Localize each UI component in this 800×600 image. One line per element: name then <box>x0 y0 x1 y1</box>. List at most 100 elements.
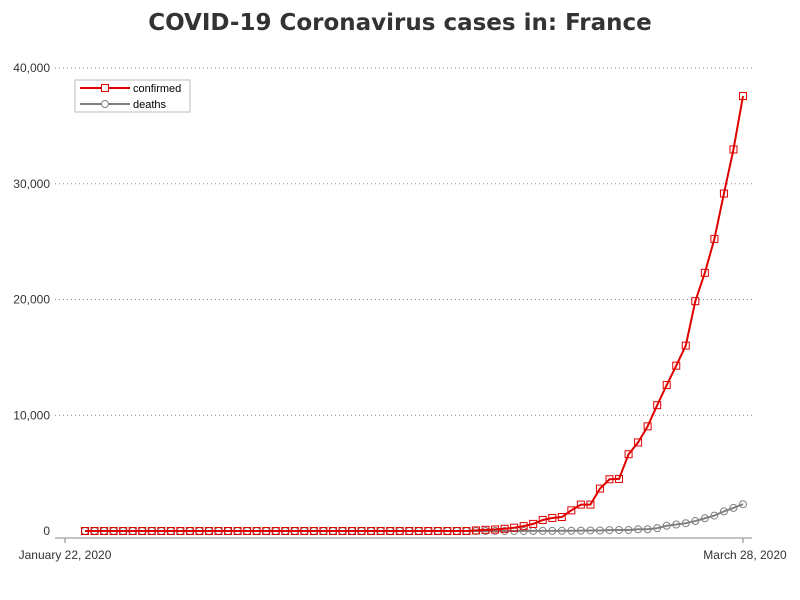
data-point-confirmed <box>548 513 557 522</box>
chart-title: COVID-19 Coronavirus cases in: France <box>148 10 652 36</box>
data-point-confirmed <box>567 506 576 515</box>
data-point-deaths <box>691 517 700 526</box>
data-point-deaths <box>681 519 690 528</box>
data-point-confirmed <box>309 527 318 535</box>
data-point-deaths <box>548 526 557 535</box>
data-point-confirmed <box>195 527 204 535</box>
data-point-confirmed <box>157 527 166 535</box>
series-confirmed <box>81 92 747 535</box>
data-point-deaths <box>567 526 576 535</box>
data-point-confirmed <box>557 513 566 522</box>
data-point-confirmed <box>491 525 500 534</box>
x-tick-label: March 28, 2020 <box>703 548 787 562</box>
data-point-confirmed <box>700 268 709 277</box>
data-point-confirmed <box>386 527 395 535</box>
data-point-confirmed <box>338 527 347 535</box>
data-point-confirmed <box>691 297 700 306</box>
data-point-deaths <box>634 525 643 534</box>
data-point-confirmed <box>233 527 242 535</box>
data-point-confirmed <box>538 516 547 525</box>
series-deaths <box>81 500 747 535</box>
data-point-deaths <box>672 520 681 529</box>
data-point-confirmed <box>328 527 337 535</box>
grid-layer <box>55 67 752 416</box>
data-point-deaths <box>557 526 566 535</box>
axis-layer: 0 10,000 20,000 30,000 40,000 January 22, 202… <box>13 61 787 562</box>
data-point-confirmed <box>414 527 423 535</box>
series-line-confirmed <box>85 95 744 532</box>
y-tick-label: 40,000 <box>13 61 50 75</box>
data-point-deaths <box>595 526 604 535</box>
data-point-confirmed <box>319 527 328 535</box>
data-point-deaths <box>624 525 633 534</box>
data-point-confirmed <box>424 527 433 535</box>
y-tick-label: 30,000 <box>13 177 50 191</box>
legend-box <box>74 79 191 113</box>
data-point-deaths <box>662 521 671 530</box>
data-point-confirmed <box>653 401 662 410</box>
data-point-confirmed <box>357 527 366 535</box>
data-point-confirmed <box>252 527 261 535</box>
data-point-confirmed <box>576 500 585 509</box>
y-tick-label: 20,000 <box>13 293 50 307</box>
data-point-deaths <box>586 526 595 535</box>
data-point-confirmed <box>519 522 528 531</box>
data-point-confirmed <box>224 527 233 535</box>
data-point-confirmed <box>681 341 690 350</box>
data-point-deaths <box>605 526 614 535</box>
data-point-deaths <box>538 526 547 535</box>
data-point-confirmed <box>433 527 442 535</box>
data-point-confirmed <box>443 527 452 535</box>
data-point-confirmed <box>81 527 89 535</box>
data-point-confirmed <box>500 524 509 533</box>
data-point-confirmed <box>271 527 280 535</box>
data-point-confirmed <box>138 527 147 535</box>
data-point-confirmed <box>109 527 118 535</box>
data-point-deaths <box>643 525 652 534</box>
data-point-confirmed <box>624 450 633 459</box>
data-point-confirmed <box>395 527 404 535</box>
data-point-confirmed <box>615 474 624 483</box>
data-point-deaths <box>519 526 528 535</box>
data-point-deaths <box>710 511 719 520</box>
data-point-deaths <box>700 514 709 523</box>
data-point-confirmed <box>586 500 595 509</box>
data-point-confirmed <box>605 475 614 484</box>
data-point-confirmed <box>176 527 185 535</box>
data-point-confirmed <box>662 381 671 390</box>
data-point-confirmed <box>100 527 109 535</box>
data-point-confirmed <box>147 527 156 535</box>
data-point-confirmed <box>119 527 128 535</box>
data-point-confirmed <box>452 527 461 535</box>
data-point-confirmed <box>128 527 137 535</box>
legend: confirmed deaths <box>74 79 191 113</box>
data-point-confirmed <box>481 525 490 534</box>
series-layer <box>81 92 747 535</box>
data-point-deaths <box>615 525 624 534</box>
data-point-confirmed <box>300 527 309 535</box>
data-point-confirmed <box>739 92 747 101</box>
data-point-confirmed <box>471 526 480 535</box>
data-point-deaths <box>729 503 738 512</box>
data-point-confirmed <box>166 527 175 535</box>
data-point-confirmed <box>672 361 681 370</box>
y-tick-label: 0 <box>43 524 50 538</box>
data-point-deaths <box>576 526 585 535</box>
data-point-confirmed <box>729 145 738 154</box>
legend-label-deaths: deaths <box>133 99 167 111</box>
legend-label-confirmed: confirmed <box>133 83 181 95</box>
legend-marker-deaths <box>101 100 109 108</box>
data-point-deaths <box>719 507 728 516</box>
data-point-confirmed <box>214 527 223 535</box>
data-point-confirmed <box>185 527 194 535</box>
data-point-confirmed <box>405 527 414 535</box>
data-point-confirmed <box>643 422 652 431</box>
data-point-deaths <box>653 524 662 533</box>
data-point-confirmed <box>290 527 299 535</box>
data-point-confirmed <box>243 527 252 535</box>
data-point-confirmed <box>348 527 357 535</box>
data-point-confirmed <box>529 519 538 528</box>
x-tick-label: January 22, 2020 <box>19 548 112 562</box>
